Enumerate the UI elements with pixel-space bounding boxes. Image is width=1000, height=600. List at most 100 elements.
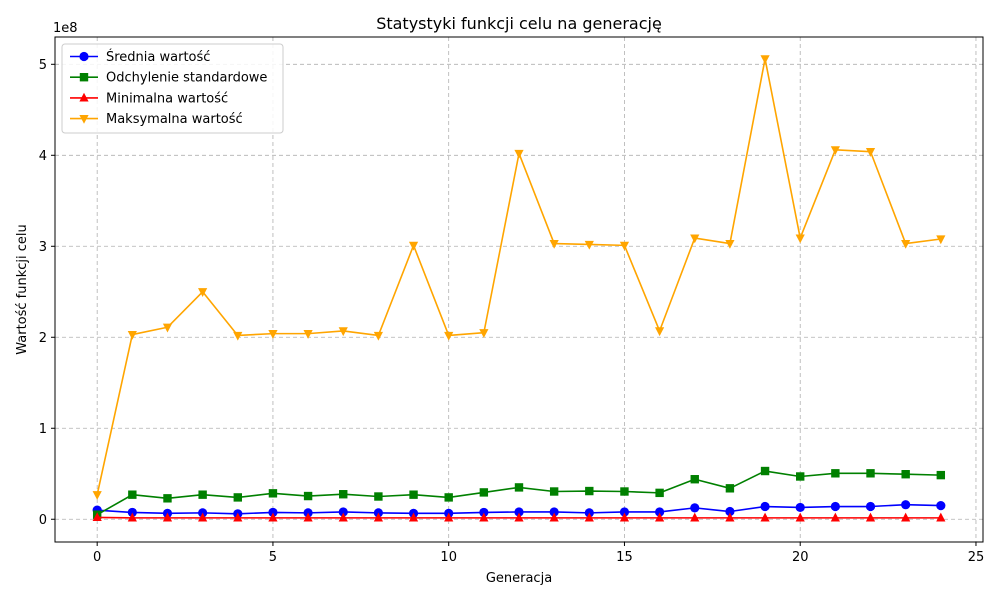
- data-point: [866, 469, 875, 478]
- data-point: [619, 512, 630, 522]
- data-point: [268, 330, 278, 339]
- data-point: [339, 490, 348, 499]
- data-point: [514, 149, 524, 159]
- data-point: [163, 494, 172, 503]
- data-point: [549, 487, 559, 496]
- data-point: [198, 490, 207, 499]
- data-point: [901, 470, 910, 479]
- data-point: [865, 501, 876, 512]
- data-point: [831, 469, 840, 478]
- y-tick-label: 5: [39, 58, 47, 73]
- data-point: [479, 329, 489, 338]
- data-point: [268, 489, 278, 498]
- series-layer: [92, 55, 946, 522]
- data-point: [585, 486, 594, 496]
- y-tick-label: 4: [39, 149, 47, 164]
- data-point: [233, 331, 243, 341]
- y-tick-label: 3: [39, 240, 47, 255]
- data-point: [549, 239, 559, 249]
- data-point: [444, 512, 454, 522]
- y-axis-label: Wartość funkcji celu: [15, 224, 30, 355]
- x-tick-label: 25: [968, 550, 985, 565]
- legend-box: [61, 43, 284, 134]
- data-point: [690, 475, 699, 484]
- data-point: [865, 512, 876, 522]
- data-point: [655, 512, 665, 522]
- data-point: [233, 493, 242, 502]
- data-point: [303, 491, 313, 501]
- data-point: [444, 331, 454, 341]
- data-point: [690, 234, 700, 244]
- data-point: [479, 507, 489, 518]
- data-point: [936, 470, 946, 480]
- legend: Średnia wartość Odchylenie standardowe Min…: [61, 43, 284, 134]
- data-point: [162, 512, 173, 522]
- data-point: [373, 512, 383, 522]
- data-point: [725, 512, 735, 522]
- data-point: [127, 330, 137, 340]
- legend-marker: [79, 73, 89, 82]
- legend-label: Maksymalna wartość: [106, 112, 243, 127]
- legend-label: Minimalna wartość: [106, 91, 228, 106]
- data-point: [760, 501, 770, 512]
- data-point: [514, 483, 524, 492]
- data-point: [92, 512, 102, 522]
- data-point: [268, 507, 278, 518]
- y-tick-label: 2: [39, 331, 47, 346]
- data-point: [901, 500, 911, 510]
- data-point: [373, 331, 383, 341]
- legend-label: Średnia wartość: [106, 49, 210, 65]
- data-point: [901, 512, 911, 522]
- data-point: [620, 487, 629, 496]
- data-point: [303, 512, 313, 522]
- x-tick-label: 0: [93, 550, 101, 565]
- data-point: [830, 512, 840, 522]
- y-tick-label: 1: [39, 422, 47, 437]
- data-point: [795, 502, 805, 513]
- data-point: [865, 148, 876, 157]
- data-point: [162, 323, 173, 333]
- data-point: [549, 512, 559, 522]
- data-point: [796, 472, 805, 481]
- y-axis-multiplier: 1e8: [53, 21, 78, 36]
- data-point: [128, 490, 137, 499]
- data-point: [584, 240, 594, 250]
- legend-item: Odchylenie standardowe: [70, 71, 267, 86]
- data-point: [760, 466, 770, 476]
- data-point: [760, 512, 770, 522]
- data-point: [936, 512, 946, 522]
- data-point: [127, 507, 137, 518]
- data-point: [233, 512, 243, 522]
- data-point: [479, 488, 489, 497]
- data-point: [198, 512, 208, 522]
- chart-title: Statystyki funkcji celu na generację: [376, 14, 662, 33]
- data-point: [408, 512, 419, 522]
- data-point: [690, 503, 700, 513]
- data-point: [830, 146, 840, 156]
- data-point: [479, 512, 489, 522]
- data-point: [901, 239, 911, 249]
- data-point: [936, 501, 946, 511]
- data-point: [338, 327, 348, 337]
- data-point: [338, 507, 348, 517]
- series-2: [92, 512, 946, 522]
- data-point: [408, 241, 419, 251]
- data-point: [549, 507, 559, 517]
- data-point: [514, 512, 524, 522]
- data-point: [725, 484, 735, 493]
- data-point: [725, 506, 735, 517]
- plot-frame: [54, 36, 984, 543]
- x-tick-label: 5: [269, 550, 277, 565]
- axis-ticks: 0 5 10 15 20 25 0 1 2 3 4 5: [39, 58, 985, 565]
- legend-marker: [79, 51, 89, 62]
- data-point: [619, 241, 630, 251]
- data-point: [655, 507, 665, 517]
- data-point: [795, 234, 805, 244]
- x-tick-label: 20: [792, 550, 809, 565]
- data-point: [268, 512, 278, 522]
- data-point: [92, 491, 102, 500]
- legend-item: Maksymalna wartość: [70, 112, 243, 127]
- data-point: [198, 288, 208, 297]
- data-point: [936, 235, 946, 245]
